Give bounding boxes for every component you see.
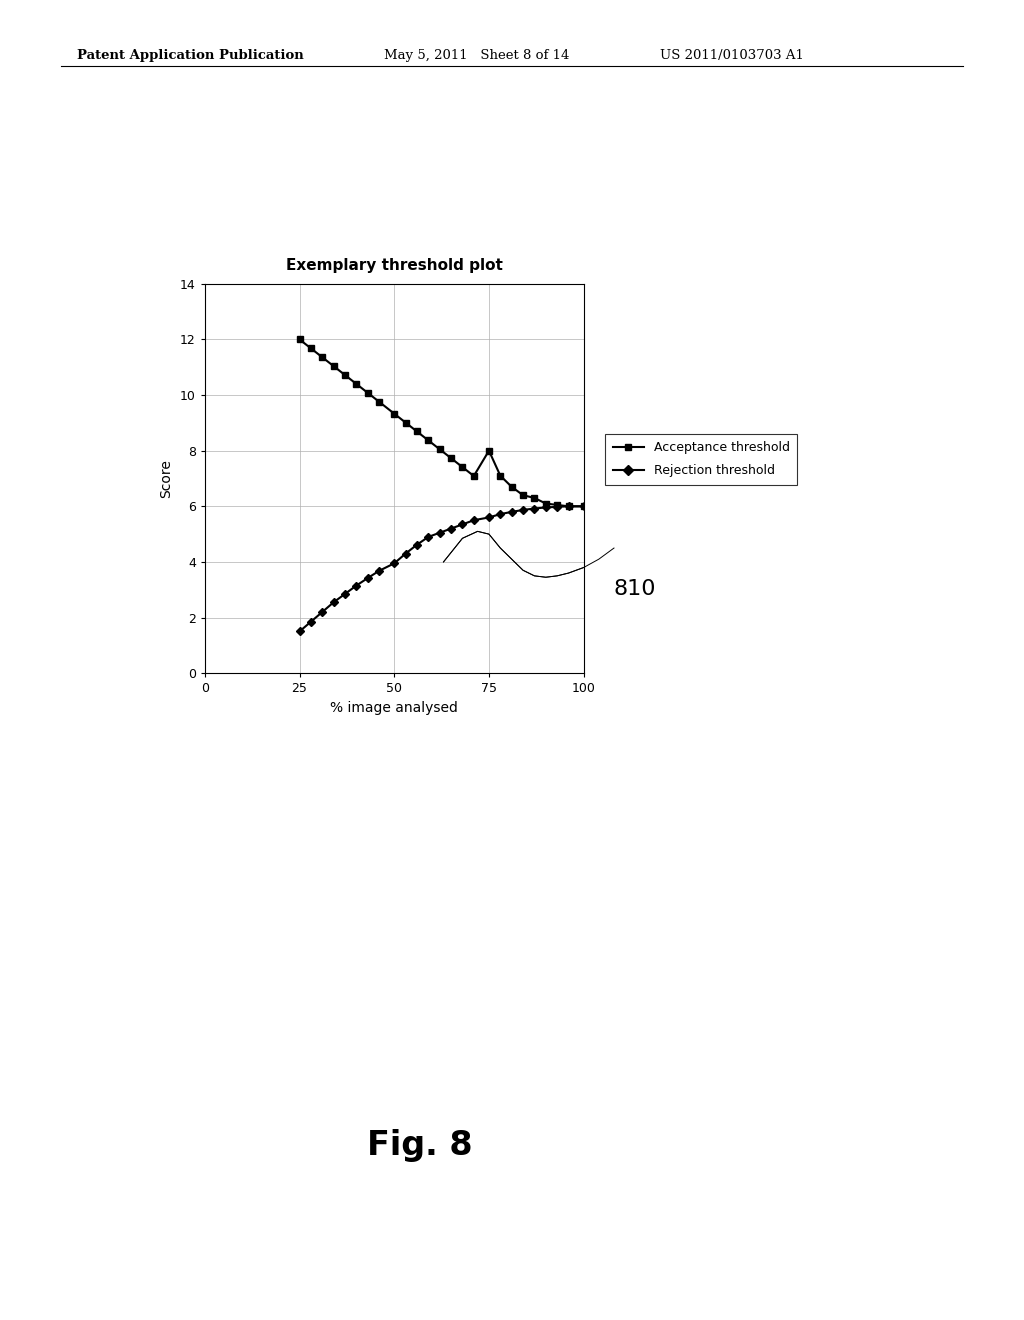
Rejection threshold: [350, 578, 362, 594]
Legend: Acceptance threshold, Rejection threshold: Acceptance threshold, Rejection threshol…: [605, 433, 798, 484]
Rejection threshold: [294, 623, 306, 639]
Line: Acceptance threshold: Acceptance threshold: [296, 337, 587, 510]
Acceptance threshold: [540, 495, 552, 511]
Rejection threshold: [540, 499, 552, 515]
Y-axis label: Score: Score: [159, 459, 173, 498]
Rejection threshold: [328, 594, 340, 610]
Acceptance threshold: [506, 479, 518, 495]
Text: Patent Application Publication: Patent Application Publication: [77, 49, 303, 62]
Acceptance threshold: [468, 469, 480, 484]
Rejection threshold: [483, 510, 496, 525]
Text: US 2011/0103703 A1: US 2011/0103703 A1: [660, 49, 805, 62]
Rejection threshold: [528, 500, 541, 516]
Text: Fig. 8: Fig. 8: [367, 1129, 473, 1162]
Rejection threshold: [517, 502, 529, 517]
Acceptance threshold: [483, 442, 496, 458]
Acceptance threshold: [411, 424, 423, 440]
Acceptance threshold: [433, 441, 445, 457]
Rejection threshold: [373, 562, 385, 578]
Acceptance threshold: [316, 350, 329, 366]
Rejection threshold: [468, 512, 480, 528]
Rejection threshold: [445, 520, 458, 536]
Rejection threshold: [339, 586, 351, 602]
X-axis label: % image analysed: % image analysed: [331, 701, 458, 715]
Rejection threshold: [316, 605, 329, 620]
Acceptance threshold: [457, 459, 469, 475]
Acceptance threshold: [388, 405, 400, 421]
Acceptance threshold: [361, 385, 374, 401]
Rejection threshold: [433, 525, 445, 541]
Rejection threshold: [551, 499, 563, 515]
Rejection threshold: [506, 504, 518, 520]
Acceptance threshold: [578, 499, 590, 515]
Acceptance threshold: [562, 499, 574, 515]
Rejection threshold: [495, 506, 507, 521]
Rejection threshold: [305, 614, 317, 630]
Acceptance threshold: [350, 376, 362, 392]
Acceptance threshold: [517, 487, 529, 503]
Line: Rejection threshold: Rejection threshold: [296, 503, 587, 635]
Acceptance threshold: [339, 367, 351, 383]
Acceptance threshold: [495, 467, 507, 483]
Rejection threshold: [388, 556, 400, 572]
Rejection threshold: [411, 537, 423, 553]
Acceptance threshold: [305, 341, 317, 356]
Acceptance threshold: [422, 433, 434, 449]
Acceptance threshold: [373, 393, 385, 409]
Rejection threshold: [457, 516, 469, 532]
Rejection threshold: [422, 529, 434, 545]
Acceptance threshold: [328, 358, 340, 374]
Rejection threshold: [578, 499, 590, 515]
Acceptance threshold: [294, 331, 306, 347]
Rejection threshold: [562, 499, 574, 515]
Acceptance threshold: [445, 450, 458, 466]
Acceptance threshold: [551, 498, 563, 513]
Rejection threshold: [361, 570, 374, 586]
Acceptance threshold: [528, 490, 541, 506]
Title: Exemplary threshold plot: Exemplary threshold plot: [286, 257, 503, 273]
Text: May 5, 2011   Sheet 8 of 14: May 5, 2011 Sheet 8 of 14: [384, 49, 569, 62]
Rejection threshold: [399, 545, 412, 561]
Acceptance threshold: [399, 414, 412, 430]
Text: 810: 810: [614, 579, 656, 599]
